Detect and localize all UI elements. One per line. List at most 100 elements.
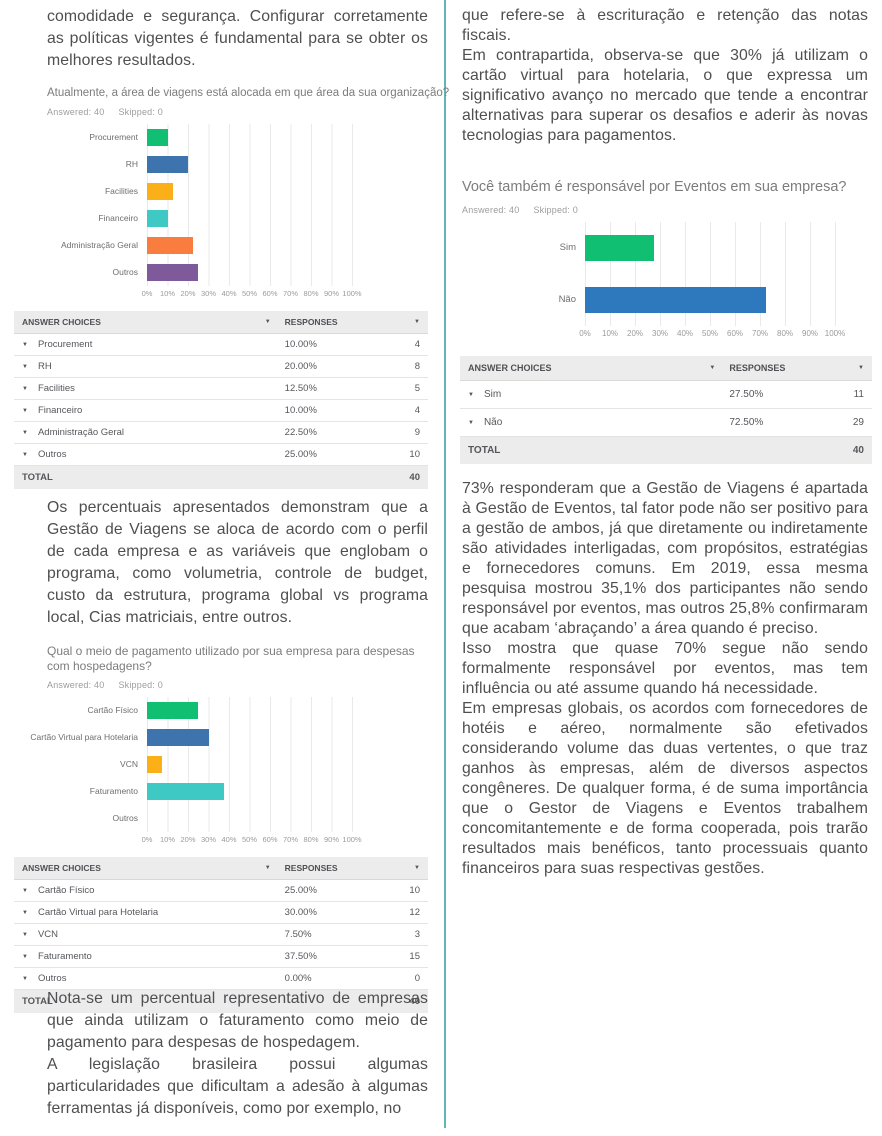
bar-label: Facilities	[104, 186, 138, 197]
expand-row-icon[interactable]: ▼	[22, 407, 28, 414]
table-row: ▼ Faturamento 37.50% 15	[14, 946, 428, 968]
expand-row-icon[interactable]: ▼	[22, 909, 28, 916]
answered-count: Answered: 40	[47, 107, 105, 117]
bar	[147, 129, 168, 146]
column-header-answer-choices: ANSWER CHOICES	[22, 863, 101, 873]
answer-choice: Facilities	[37, 383, 75, 394]
chart-row: Cartão Virtual para Hotelaria	[14, 724, 428, 751]
bar-label: Cartão Virtual para Hotelaria	[30, 732, 138, 743]
table-row: ▼ Sim 27.50% 11	[460, 381, 872, 409]
response-count: 9	[414, 427, 420, 438]
bar-label: Procurement	[89, 132, 138, 143]
paragraph-outro: Nota-se um percentual representativo de …	[14, 988, 428, 1120]
column-header-answer-choices: ANSWER CHOICES	[22, 317, 101, 327]
results-table-q3: ANSWER CHOICES ▼ RESPONSES ▼ ▼ Sim 27.50% 11…	[460, 356, 872, 464]
right-column: que refere-se à escrituração e retenção …	[460, 0, 872, 1136]
response-count: 8	[414, 361, 420, 372]
bar	[585, 235, 654, 261]
answer-choice: Não	[483, 417, 503, 428]
paragraph-body-right: 73% responderam que a Gestão de Viagens …	[460, 479, 872, 879]
sort-dropdown-icon[interactable]: ▼	[858, 365, 864, 371]
expand-row-icon[interactable]: ▼	[22, 451, 28, 458]
bar-label: RH	[125, 159, 138, 170]
axis-tick: 100%	[342, 289, 362, 298]
plot-area	[585, 274, 836, 326]
axis-tick: 20%	[180, 289, 196, 298]
response-percent: 27.50%	[729, 389, 764, 400]
response-count: 0	[414, 973, 420, 984]
question-title-q3: Você também é responsável por Eventos em…	[462, 179, 847, 195]
response-count: 15	[409, 951, 420, 962]
paragraph-intro-right: que refere-se à escrituração e retenção …	[460, 6, 872, 146]
expand-row-icon[interactable]: ▼	[22, 887, 28, 894]
chart-row: Não	[460, 274, 872, 326]
chart-row: Facilities	[14, 178, 428, 205]
sort-dropdown-icon[interactable]: ▼	[709, 365, 716, 371]
paragraph: Em empresas globais, os acordos com forn…	[462, 700, 868, 877]
table-row: ▼ Cartão Físico 25.00% 10	[14, 880, 428, 902]
total-label: TOTAL	[22, 472, 53, 483]
bar	[585, 287, 767, 313]
bar-label: Outros	[112, 813, 138, 824]
total-label: TOTAL	[22, 996, 53, 1007]
bar	[147, 756, 163, 773]
x-axis: 0% 10% 20% 30% 40% 50% 60% 70% 80% 90% 1…	[579, 326, 845, 340]
chart-row: Outros	[14, 259, 428, 286]
sort-dropdown-icon[interactable]: ▼	[414, 319, 420, 325]
answer-choice: Procurement	[37, 339, 93, 350]
answer-choice: Sim	[483, 389, 502, 400]
axis-tick: 90%	[801, 329, 819, 338]
answer-choice: Faturamento	[37, 951, 92, 962]
axis-tick: 0%	[141, 289, 153, 298]
expand-row-icon[interactable]: ▼	[468, 391, 474, 398]
expand-row-icon[interactable]: ▼	[468, 419, 474, 426]
expand-row-icon[interactable]: ▼	[22, 975, 28, 982]
answered-skipped-line: Answered: 40 Skipped: 0	[47, 680, 428, 690]
axis-tick: 50%	[241, 289, 258, 298]
column-header-responses: RESPONSES	[284, 863, 338, 873]
expand-row-icon[interactable]: ▼	[22, 931, 28, 938]
results-table-q2: ANSWER CHOICES ▼ RESPONSES ▼ ▼ Cartão Físic…	[14, 857, 428, 1013]
expand-row-icon[interactable]: ▼	[22, 429, 28, 436]
bar-label: VCN	[120, 759, 138, 770]
response-count: 29	[852, 417, 864, 428]
axis-tick: 70%	[282, 835, 299, 844]
response-percent: 25.00%	[284, 449, 317, 460]
sort-dropdown-icon[interactable]: ▼	[264, 319, 271, 325]
axis-tick: 40%	[221, 289, 237, 298]
column-header-answer-choices: ANSWER CHOICES	[468, 363, 552, 373]
axis-tick: 100%	[824, 329, 846, 338]
expand-row-icon[interactable]: ▼	[22, 341, 28, 348]
plot-area	[147, 178, 353, 205]
answer-choice: Outros	[37, 449, 67, 460]
axis-tick: 80%	[776, 329, 794, 338]
expand-row-icon[interactable]: ▼	[22, 385, 28, 392]
question-title-q1: Atualmente, a área de viagens está aloca…	[47, 87, 450, 99]
sort-dropdown-icon[interactable]: ▼	[414, 865, 420, 871]
expand-row-icon[interactable]: ▼	[22, 363, 28, 370]
column-header-responses: RESPONSES	[729, 363, 786, 373]
column-divider	[444, 0, 446, 1128]
response-count: 3	[414, 929, 420, 940]
bar-chart-q2: Cartão Físico Cartão Virtual para Hotela…	[14, 697, 428, 846]
table-total-row: TOTAL 40	[14, 466, 428, 489]
paragraph: Nota-se um percentual representativo de …	[47, 990, 428, 1051]
axis-tick: 80%	[303, 289, 319, 298]
paragraph: Em contrapartida, observa-se que 30% já …	[462, 47, 868, 144]
sort-dropdown-icon[interactable]: ▼	[264, 865, 271, 871]
plot-area	[147, 751, 353, 778]
axis-tick: 70%	[751, 329, 769, 338]
bar-label: Não	[558, 294, 576, 306]
paragraph: que refere-se à escrituração e retenção …	[462, 7, 868, 44]
axis-tick: 10%	[601, 329, 619, 338]
chart-row: RH	[14, 151, 428, 178]
total-count: 40	[409, 472, 420, 483]
bar	[147, 729, 209, 746]
expand-row-icon[interactable]: ▼	[22, 953, 28, 960]
response-count: 10	[409, 885, 420, 896]
bar-chart-q1: Procurement RH Facilities Financeiro Adm…	[14, 124, 428, 300]
total-count: 40	[852, 445, 864, 456]
skipped-count: Skipped: 0	[118, 107, 163, 117]
table-header: ANSWER CHOICES ▼ RESPONSES ▼	[14, 311, 428, 334]
